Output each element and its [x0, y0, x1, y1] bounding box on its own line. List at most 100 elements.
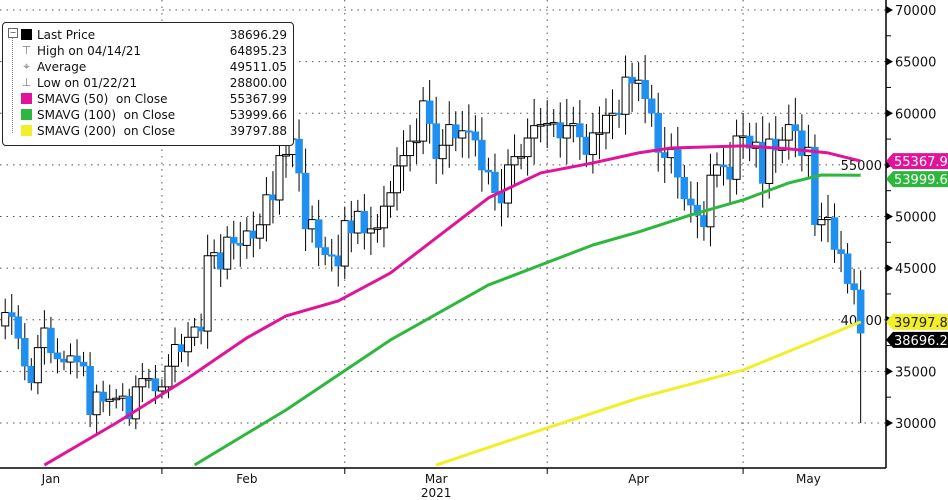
- price-tag: [886, 171, 948, 188]
- legend-label: High on 04/14/21: [37, 44, 142, 58]
- candle-up: [504, 164, 513, 204]
- low-marker-icon: ⊥: [21, 76, 32, 89]
- legend-value: 38696.29: [229, 28, 287, 42]
- candle-up: [223, 236, 232, 270]
- candle-down: [654, 113, 662, 153]
- legend-value: 55367.99: [229, 92, 287, 106]
- candle-down: [660, 152, 669, 158]
- legend-value: 49511.05: [229, 60, 287, 74]
- candle-down: [301, 172, 310, 230]
- candle-down: [79, 361, 88, 367]
- candle-up: [608, 112, 617, 116]
- candle-down: [269, 194, 277, 201]
- candle-up: [184, 336, 193, 353]
- candle-up: [732, 135, 741, 180]
- legend-tree-line: [12, 33, 18, 133]
- legend-value: 39797.88: [229, 124, 287, 138]
- candle-down: [86, 365, 94, 415]
- y-tick-arrow: [886, 419, 893, 427]
- sma-line-100: [193, 173, 861, 467]
- candle-up: [131, 386, 140, 420]
- candle-up: [262, 194, 271, 226]
- candle-up: [601, 114, 610, 134]
- candle-down: [197, 326, 205, 332]
- candle-up: [458, 130, 467, 139]
- price-tag-label: 55367.99: [894, 155, 948, 170]
- candle-down: [230, 236, 238, 244]
- candle-down: [641, 79, 649, 100]
- candle-down: [856, 289, 865, 334]
- candle-down: [347, 220, 356, 234]
- x-tick-label: Mar: [425, 472, 448, 486]
- candle-down: [360, 211, 369, 234]
- candle-up: [386, 192, 395, 207]
- legend-value: 28800.00: [229, 76, 287, 90]
- average-marker-icon: ⌖: [23, 60, 30, 73]
- candle-down: [680, 177, 689, 200]
- candle-up: [118, 395, 127, 399]
- candle-up: [275, 155, 284, 201]
- candle-down: [295, 138, 303, 174]
- candle-down: [811, 147, 819, 226]
- legend-item-sma100: SMAVG (100) on Close 53999.66: [3, 107, 293, 123]
- candle-up: [445, 124, 454, 146]
- candle-down: [7, 312, 16, 317]
- candle-up: [282, 154, 290, 157]
- candle-down: [334, 255, 342, 267]
- candle-up: [739, 135, 748, 138]
- candle-up: [549, 122, 558, 125]
- candle-down: [798, 130, 806, 156]
- candle-up: [340, 220, 349, 267]
- candle-up: [353, 210, 362, 234]
- candle-up: [706, 174, 715, 228]
- price-tag: [886, 331, 948, 348]
- candle-down: [151, 378, 160, 392]
- candle-up: [517, 156, 526, 159]
- price-tag-label: 39797.88: [894, 316, 948, 331]
- candle-down: [791, 124, 800, 132]
- candle-down: [719, 164, 728, 168]
- y-tick-arrow: [886, 57, 893, 66]
- candle-up: [379, 205, 388, 229]
- candle-up: [33, 347, 42, 384]
- candle-down: [576, 123, 584, 138]
- y-tick-label: 35000: [895, 365, 936, 380]
- collapse-icon[interactable]: −: [8, 28, 18, 38]
- legend-item-sma200: SMAVG (200) on Close 39797.88: [3, 123, 293, 139]
- candle-down: [491, 171, 499, 194]
- candle-down: [837, 249, 845, 254]
- candle-up: [817, 219, 826, 226]
- candle-down: [177, 344, 186, 353]
- candle-down: [21, 338, 29, 367]
- candle-up: [530, 125, 539, 139]
- legend-value: 53999.66: [229, 108, 287, 122]
- candle-up: [1, 312, 10, 327]
- candle-up: [308, 219, 317, 230]
- candle-up: [778, 139, 787, 151]
- y-tick-arrow: [886, 109, 893, 118]
- y-tick-label: 45000: [895, 262, 936, 277]
- sma50-swatch: [21, 93, 32, 104]
- y-tick-label: 50000: [895, 211, 936, 226]
- price-tag-label: 53999.66: [894, 173, 948, 188]
- candle-down: [830, 217, 839, 250]
- candle-down: [850, 283, 858, 291]
- legend-item-sma50: SMAVG (50) on Close 55367.99: [3, 91, 293, 107]
- sma200-swatch: [21, 125, 32, 136]
- candle-up: [203, 255, 212, 332]
- candle-up: [588, 132, 597, 156]
- candle-down: [484, 169, 493, 173]
- candle-up: [712, 164, 721, 176]
- candle-down: [425, 100, 434, 124]
- candle-up: [164, 365, 173, 388]
- candle-down: [73, 355, 81, 363]
- candle-up: [536, 124, 545, 127]
- candle-down: [628, 76, 636, 84]
- x-tick-label: Jan: [41, 472, 61, 486]
- x-tick-label: Feb: [236, 472, 257, 486]
- candle-down: [314, 219, 323, 248]
- candle-up: [157, 386, 166, 392]
- candle-down: [47, 327, 55, 354]
- candle-up: [595, 132, 604, 135]
- candle-up: [667, 148, 676, 159]
